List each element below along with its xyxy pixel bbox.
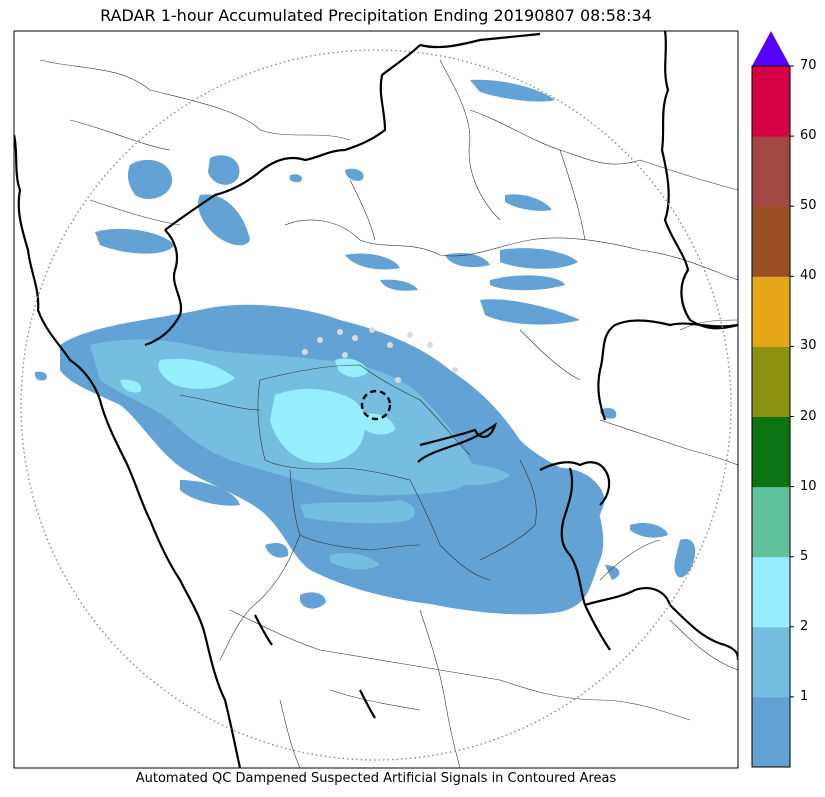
colorbar-bin [752, 206, 790, 277]
colorbar-bin [752, 486, 790, 558]
colorbar-bin [752, 416, 790, 488]
radar-range-ring [20, 49, 732, 761]
colorbar-bin [752, 276, 790, 347]
district-boundaries [39, 59, 738, 768]
colorbar-tick-label: 10 [800, 478, 817, 494]
colorbar-bin [752, 556, 790, 628]
colorbar-bin [752, 136, 790, 207]
colorbar-extend-triangle [752, 31, 790, 66]
colorbar-tick-label: 40 [800, 268, 817, 284]
map-title: RADAR 1-hour Accumulated Precipitation E… [100, 6, 652, 25]
qc-footnote: Automated QC Dampened Suspected Artifici… [135, 771, 617, 786]
colorbar-tick-label: 20 [800, 408, 817, 424]
colorbar-tick-label: 2 [800, 618, 809, 634]
colorbar-tick-label: 70 [800, 58, 817, 73]
colorbar-bin [752, 626, 790, 698]
colorbar-tick-label: 50 [800, 198, 817, 214]
colorbar-tick-label: 5 [800, 548, 809, 564]
state-borders [14, 31, 738, 768]
colorbar-tick-label: 60 [800, 128, 817, 144]
colorbar-bin [752, 346, 790, 417]
colorbar-tick-label: 1 [800, 688, 809, 704]
colorbar-tick-label: 30 [800, 338, 817, 354]
qc-artifact-speckles [302, 327, 458, 383]
colorbar-bin [752, 66, 790, 137]
map-frame [13, 30, 739, 769]
radar-site-marker [360, 389, 392, 421]
precip-layer-5mm [120, 358, 395, 463]
colorbar-bin [752, 696, 790, 768]
